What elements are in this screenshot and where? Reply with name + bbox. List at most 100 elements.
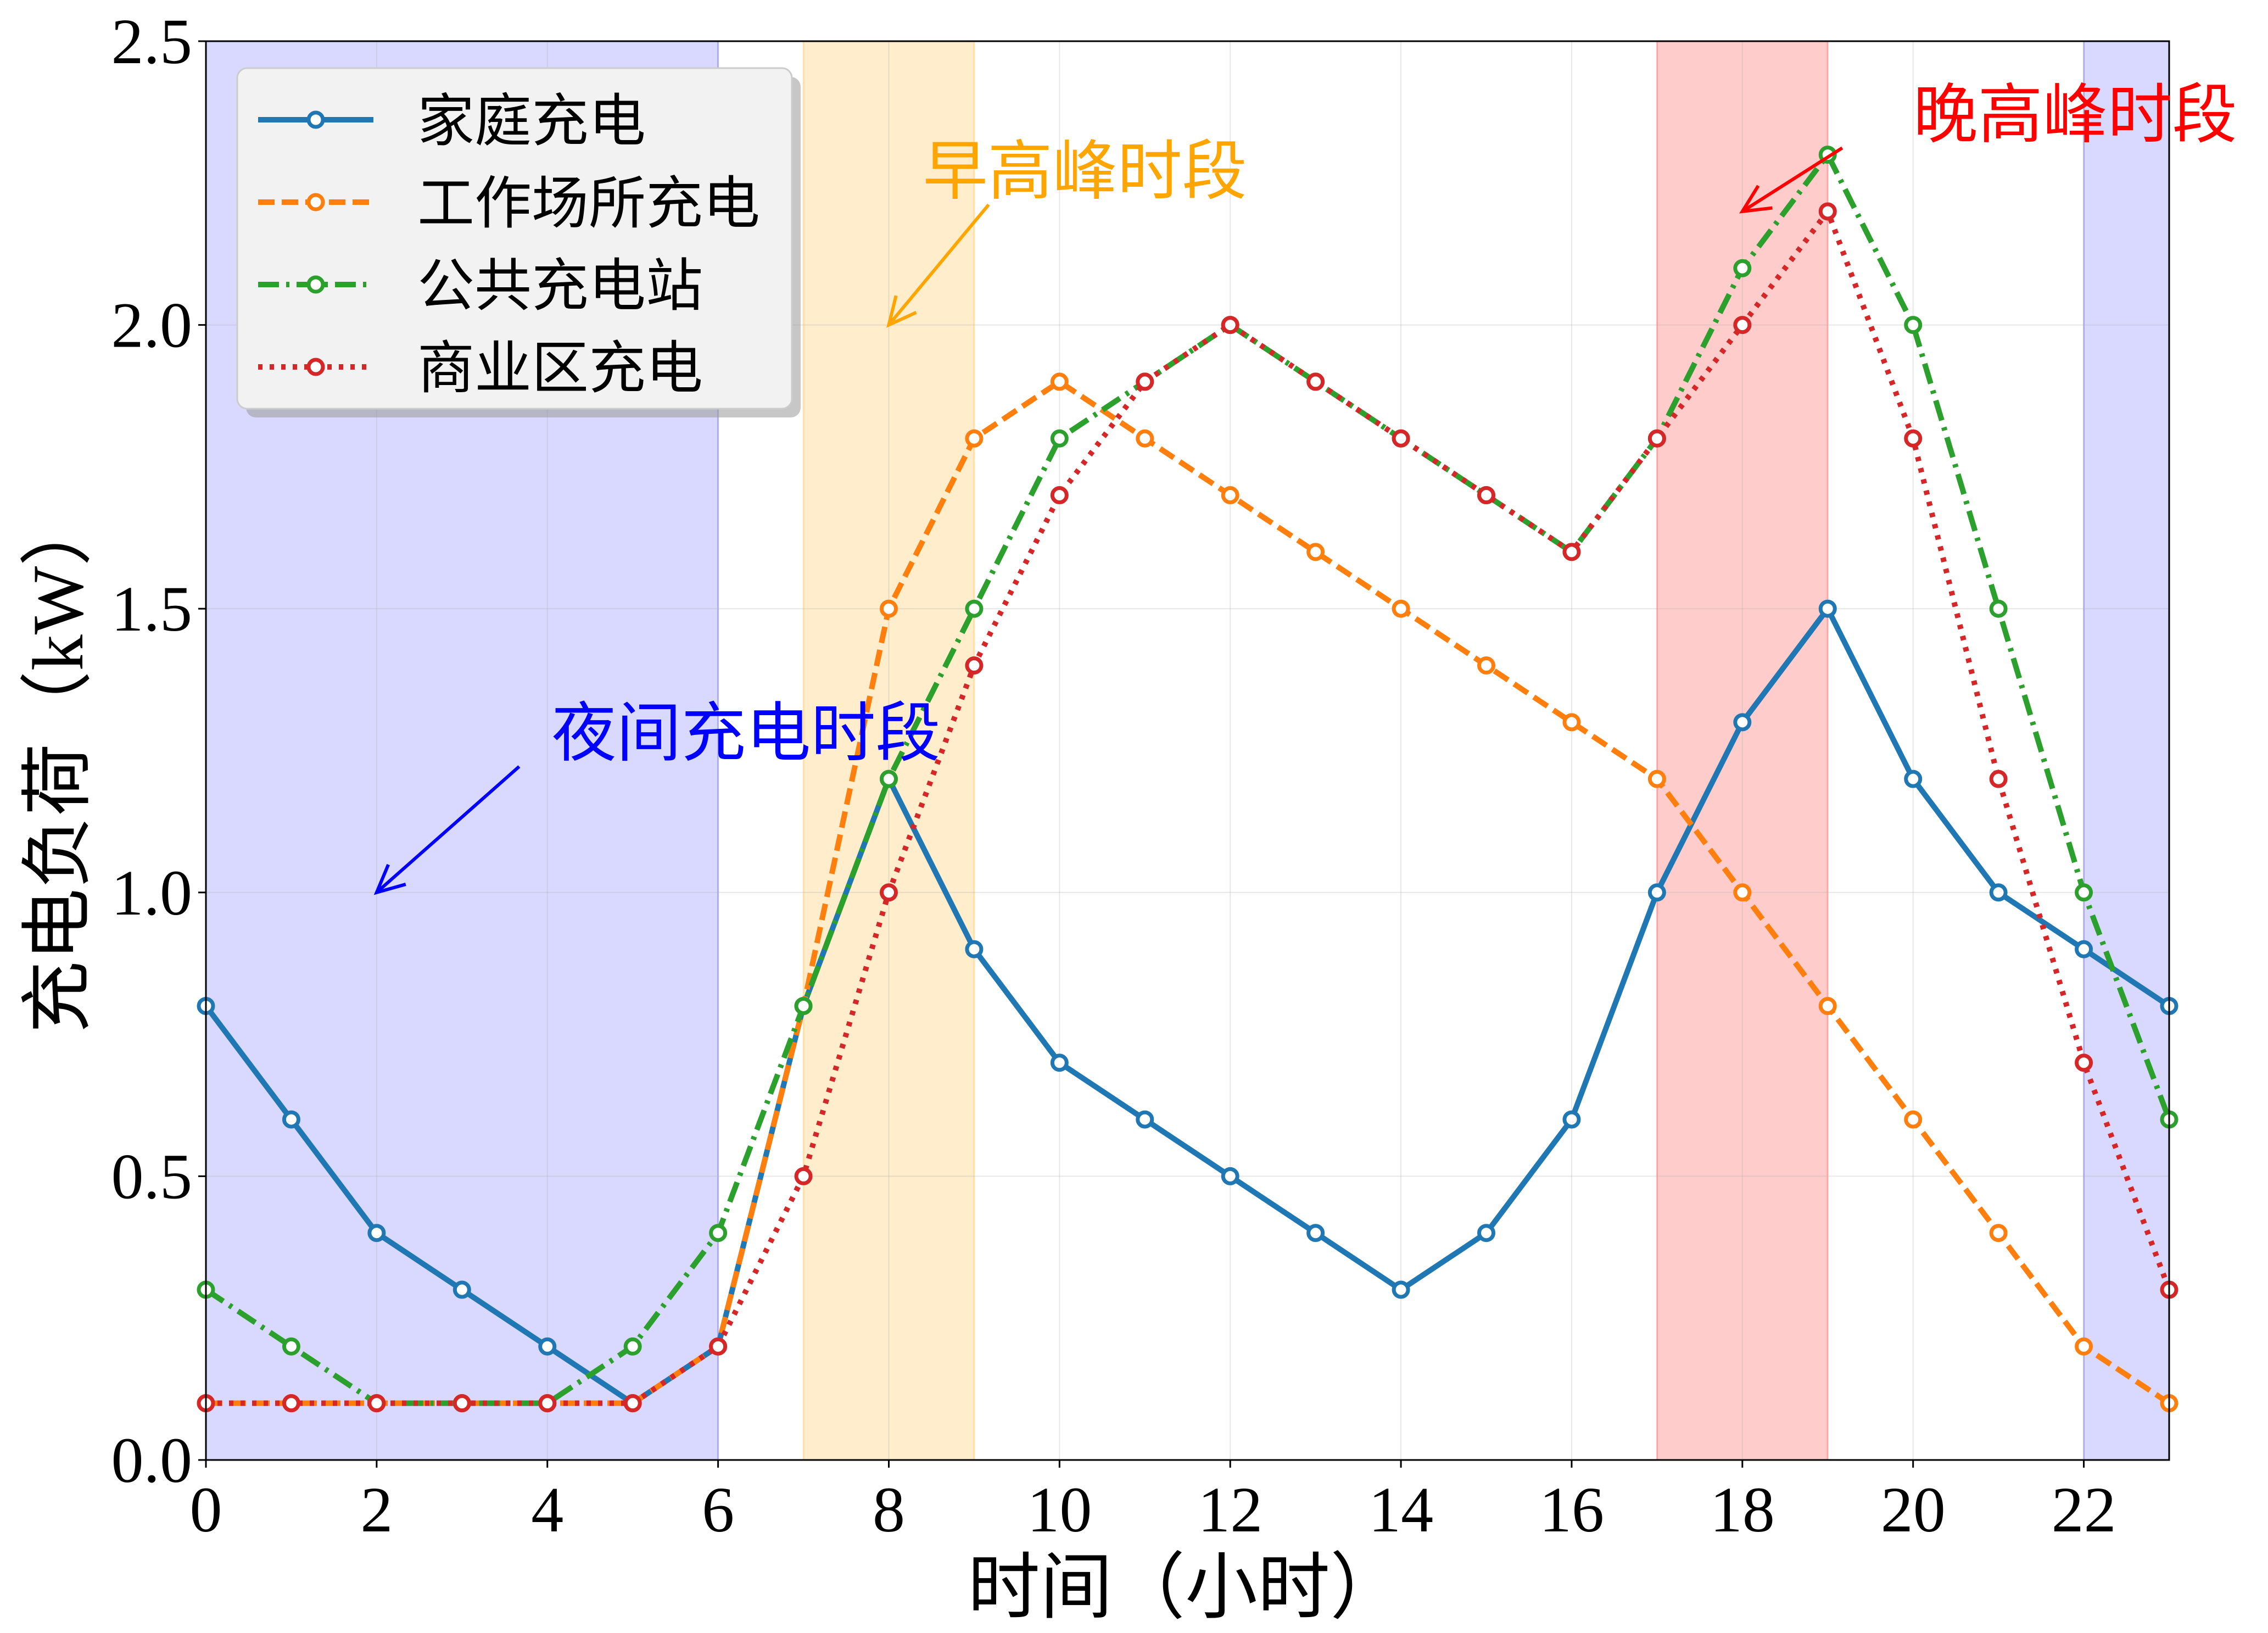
data-point: [1477, 656, 1496, 675]
data-point: [282, 1337, 300, 1356]
data-point: [1477, 1224, 1496, 1242]
y-tick-label: 0.5: [111, 1140, 193, 1212]
data-point: [879, 883, 898, 902]
x-axis-label: 时间（小时）: [968, 1547, 1403, 1628]
data-point: [1136, 429, 1154, 448]
data-point: [1562, 1110, 1581, 1129]
data-point: [2075, 1337, 2093, 1356]
data-point: [2075, 883, 2093, 902]
data-point: [1989, 599, 2008, 618]
x-tick-label: 6: [702, 1474, 734, 1546]
y-tick-label: 2.0: [111, 289, 193, 361]
data-point: [965, 429, 984, 448]
data-point: [623, 1337, 642, 1356]
annotation-arrow-head: [886, 295, 917, 328]
data-point: [453, 1280, 471, 1299]
data-point: [1904, 1110, 1923, 1129]
x-tick-label: 16: [1539, 1474, 1604, 1546]
data-point: [538, 1394, 557, 1413]
data-point: [879, 770, 898, 788]
data-point: [965, 599, 984, 618]
data-point: [965, 940, 984, 958]
annotation-text: 夜间充电时段: [552, 698, 941, 770]
data-point: [794, 1167, 813, 1185]
data-point: [1050, 486, 1069, 505]
legend-swatch-marker: [306, 110, 325, 129]
data-point: [1392, 599, 1410, 618]
annotation-text: 早高峰时段: [923, 136, 1247, 208]
data-point: [965, 656, 984, 675]
data-point: [1989, 770, 2008, 788]
annotation-arrow-shaft: [1741, 146, 1844, 213]
legend-swatch-marker: [306, 193, 325, 211]
series-line-4: [206, 208, 2172, 1406]
data-point: [709, 1224, 728, 1242]
data-point: [1733, 713, 1752, 732]
legend-box: [236, 67, 793, 410]
y-tick-label: 1.5: [111, 573, 193, 645]
data-point: [1733, 259, 1752, 277]
data-point: [538, 1337, 557, 1356]
annotation-arrow-head: [1739, 185, 1773, 214]
data-point: [1733, 883, 1752, 902]
x-tick-label: 0: [190, 1474, 222, 1546]
data-point: [1562, 713, 1581, 732]
data-point: [453, 1394, 471, 1413]
axis-ticks: 0 2 4 6 8 10 12 14 16 18 20 22 0.0 0.5 1.0 1.5 2.0 2.5: [111, 5, 2116, 1546]
data-point: [1221, 1167, 1239, 1185]
series-lines: [197, 146, 2178, 1413]
data-point: [1221, 316, 1239, 335]
data-point: [1050, 1054, 1069, 1072]
data-point: [1221, 486, 1239, 505]
data-point: [367, 1224, 386, 1242]
data-point: [1392, 1280, 1410, 1299]
x-tick-label: 18: [1710, 1474, 1775, 1546]
data-point: [1050, 429, 1069, 448]
legend-label: 商业区充电: [417, 337, 703, 400]
annotation-arrow-shaft: [887, 203, 990, 326]
series-4: [197, 202, 2178, 1413]
data-point: [2075, 940, 2093, 958]
data-point: [2075, 1054, 2093, 1072]
morning-peak-annotation: 早高峰时段: [886, 136, 1247, 328]
annotation-arrow-shaft: [375, 765, 521, 894]
data-point: [1477, 486, 1496, 505]
x-tick-label: 22: [2052, 1474, 2116, 1546]
data-point: [1306, 1224, 1325, 1242]
data-point: [1904, 770, 1923, 788]
legend-swatch-marker: [306, 358, 325, 376]
night-annotation: 夜间充电时段: [373, 698, 941, 895]
data-point: [1562, 543, 1581, 561]
data-point: [1050, 372, 1069, 391]
series-line-1: [204, 606, 2171, 1406]
data-point: [1904, 429, 1923, 448]
data-point: [794, 996, 813, 1015]
shaded-region-night-2: [2083, 40, 2170, 1461]
data-point: [1392, 429, 1410, 448]
x-tick-label: 8: [873, 1474, 905, 1546]
x-tick-label: 4: [531, 1474, 563, 1546]
legend-label: 公共充电站: [417, 255, 703, 318]
data-point: [367, 1394, 386, 1413]
data-point: [1647, 429, 1666, 448]
plot-frame: [205, 40, 2170, 1461]
data-point: [623, 1394, 642, 1413]
data-point: [1818, 996, 1837, 1015]
x-tick-label: 2: [360, 1474, 393, 1546]
x-tick-label: 12: [1198, 1474, 1263, 1546]
data-point: [1306, 372, 1325, 391]
x-tick-label: 20: [1881, 1474, 1946, 1546]
data-point: [1136, 372, 1154, 391]
data-point: [1989, 1224, 2008, 1242]
data-point: [1989, 883, 2008, 902]
data-point: [1818, 599, 1837, 618]
annotation-arrow-head: [373, 863, 406, 895]
data-point: [1306, 543, 1325, 561]
data-point: [282, 1110, 300, 1129]
data-point: [1733, 316, 1752, 335]
x-tick-label: 14: [1368, 1474, 1433, 1546]
y-axis-label: 充电负荷（kW）: [18, 494, 98, 1034]
y-tick-label: 1.0: [111, 857, 193, 929]
